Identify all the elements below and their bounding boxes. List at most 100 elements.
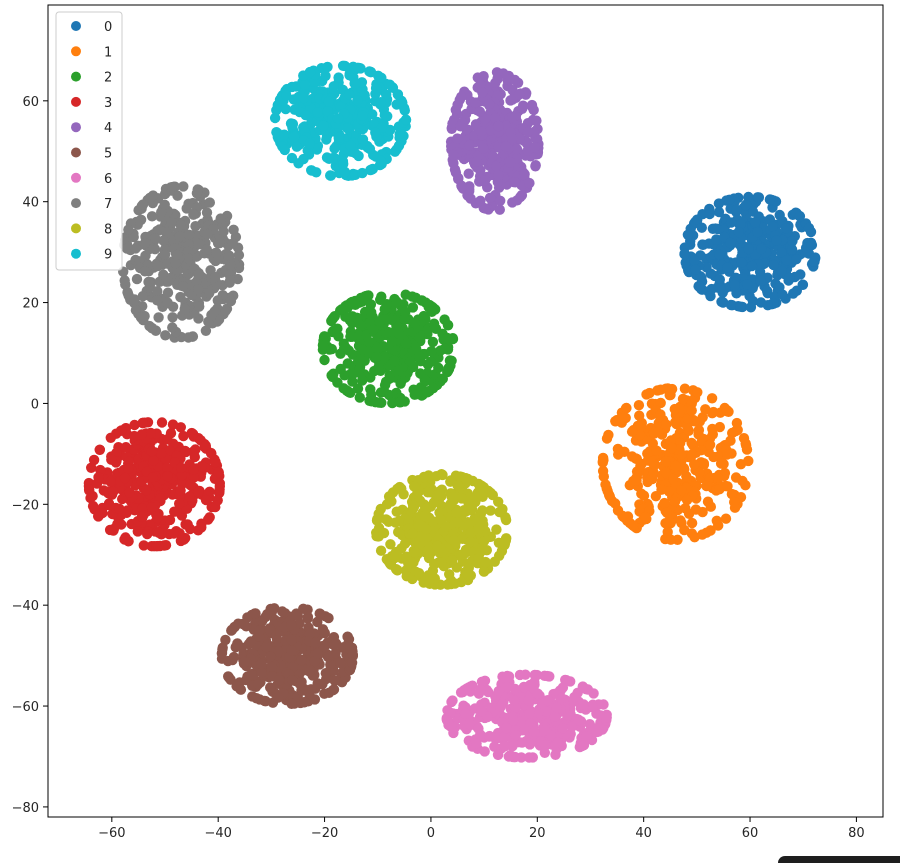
point-2 bbox=[399, 396, 410, 407]
point-5 bbox=[320, 668, 331, 679]
point-1 bbox=[666, 442, 678, 454]
point-7 bbox=[146, 322, 158, 334]
point-4 bbox=[464, 140, 475, 151]
point-7 bbox=[227, 238, 239, 249]
point-8 bbox=[478, 566, 490, 577]
point-7 bbox=[122, 288, 134, 299]
point-4 bbox=[456, 181, 468, 193]
point-8 bbox=[434, 514, 446, 525]
point-6 bbox=[544, 671, 555, 682]
point-9 bbox=[279, 129, 290, 140]
point-6 bbox=[479, 746, 490, 757]
point-7 bbox=[202, 228, 213, 240]
y-tick-label: 20 bbox=[22, 297, 39, 312]
point-8 bbox=[375, 545, 387, 556]
point-0 bbox=[711, 234, 722, 245]
point-8 bbox=[391, 506, 402, 517]
point-5 bbox=[328, 639, 339, 651]
point-5 bbox=[323, 612, 334, 624]
point-7 bbox=[182, 253, 194, 264]
point-8 bbox=[451, 507, 462, 518]
point-7 bbox=[167, 312, 178, 323]
point-0 bbox=[736, 257, 747, 268]
legend-label: 4 bbox=[104, 121, 112, 136]
point-5 bbox=[220, 634, 231, 646]
point-8 bbox=[418, 471, 430, 483]
point-0 bbox=[753, 192, 765, 203]
point-8 bbox=[415, 519, 426, 530]
point-6 bbox=[520, 669, 531, 680]
point-8 bbox=[419, 510, 430, 522]
point-8 bbox=[494, 550, 505, 561]
point-6 bbox=[601, 712, 612, 723]
point-1 bbox=[701, 480, 712, 492]
point-5 bbox=[296, 685, 308, 696]
point-5 bbox=[222, 655, 234, 667]
point-4 bbox=[471, 156, 483, 167]
point-9 bbox=[381, 89, 392, 101]
point-6 bbox=[492, 749, 504, 760]
point-8 bbox=[422, 545, 434, 556]
point-0 bbox=[803, 222, 815, 234]
point-7 bbox=[152, 286, 163, 297]
point-3 bbox=[88, 454, 100, 466]
point-9 bbox=[394, 128, 405, 140]
point-8 bbox=[491, 524, 502, 535]
point-7 bbox=[163, 276, 174, 287]
point-1 bbox=[714, 484, 725, 495]
point-7 bbox=[158, 235, 169, 246]
point-7 bbox=[223, 250, 235, 261]
legend-marker bbox=[71, 46, 81, 57]
point-3 bbox=[137, 417, 148, 429]
point-6 bbox=[519, 724, 530, 736]
point-2 bbox=[347, 376, 358, 387]
point-1 bbox=[612, 505, 624, 516]
point-7 bbox=[175, 219, 186, 231]
point-6 bbox=[591, 726, 602, 738]
point-8 bbox=[385, 539, 396, 550]
point-6 bbox=[484, 730, 495, 742]
point-2 bbox=[407, 302, 419, 313]
point-7 bbox=[139, 266, 151, 277]
y-tick-label: 60 bbox=[22, 95, 39, 110]
point-2 bbox=[345, 387, 356, 398]
point-9 bbox=[367, 109, 378, 120]
point-3 bbox=[145, 427, 156, 439]
point-5 bbox=[286, 619, 297, 631]
point-2 bbox=[393, 328, 405, 339]
point-8 bbox=[476, 490, 487, 501]
point-1 bbox=[635, 421, 647, 432]
point-7 bbox=[130, 305, 142, 316]
point-3 bbox=[85, 492, 96, 504]
point-1 bbox=[727, 427, 738, 439]
point-1 bbox=[730, 472, 742, 483]
point-1 bbox=[634, 410, 645, 421]
legend-marker bbox=[71, 198, 81, 209]
point-7 bbox=[191, 251, 202, 262]
point-3 bbox=[189, 451, 200, 463]
point-1 bbox=[634, 429, 646, 441]
point-8 bbox=[378, 527, 390, 539]
point-9 bbox=[312, 107, 323, 118]
point-0 bbox=[717, 297, 729, 308]
point-1 bbox=[655, 397, 666, 409]
x-tick-label: 80 bbox=[848, 826, 865, 841]
point-2 bbox=[352, 312, 363, 324]
point-8 bbox=[408, 557, 419, 568]
point-3 bbox=[117, 493, 128, 505]
point-5 bbox=[249, 608, 260, 619]
point-7 bbox=[131, 273, 143, 285]
point-1 bbox=[662, 526, 673, 538]
point-7 bbox=[135, 312, 147, 323]
point-2 bbox=[442, 366, 453, 377]
point-0 bbox=[771, 235, 782, 246]
point-8 bbox=[381, 499, 393, 510]
point-2 bbox=[352, 383, 364, 394]
point-9 bbox=[338, 158, 349, 170]
point-2 bbox=[409, 389, 420, 400]
point-7 bbox=[200, 325, 212, 336]
point-1 bbox=[670, 417, 681, 428]
point-9 bbox=[288, 131, 300, 143]
point-0 bbox=[806, 239, 818, 251]
point-3 bbox=[200, 494, 212, 506]
